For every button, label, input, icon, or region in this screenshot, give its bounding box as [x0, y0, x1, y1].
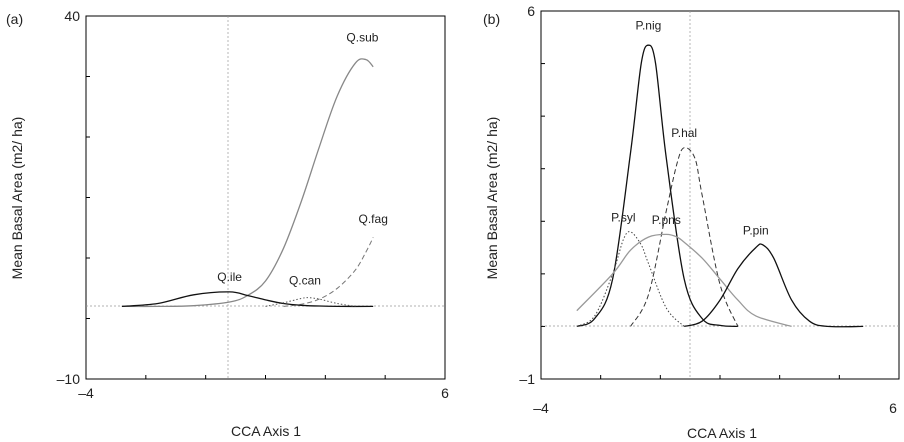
- series-label-q-fag: Q.fag: [359, 212, 388, 226]
- panel-b-y-axis-label: Mean Basal Area (m2/ ha): [484, 117, 500, 280]
- panel-a-series: [121, 58, 374, 308]
- panel-a-x-tick-left: –4: [78, 385, 94, 401]
- series-label-p-pin: P.pin: [743, 223, 769, 237]
- panel-b-ticks: [541, 63, 840, 379]
- panel-b-label: (b): [483, 11, 500, 27]
- series-label-p-pns: P.pns: [652, 213, 681, 227]
- panel-b-x-tick-left: –4: [533, 400, 549, 416]
- panel-a-x-axis-label: CCA Axis 1: [231, 423, 301, 439]
- series-line-q-can: [265, 297, 356, 307]
- panel-b-series: [576, 44, 864, 328]
- panel-a-x-tick-right: 6: [441, 385, 449, 401]
- series-line-q-fag: [283, 237, 374, 307]
- series-line-p-nig: [576, 44, 738, 328]
- series-line-q-sub: [121, 58, 374, 308]
- panel-b-y-tick-top: 6: [527, 3, 535, 19]
- series-line-p-pin: [684, 243, 864, 328]
- series-label-p-syl: P.syl: [611, 210, 635, 224]
- panel-a-plot-frame: [85, 15, 446, 380]
- series-label-q-can: Q.can: [289, 274, 321, 288]
- series-line-p-hal: [630, 147, 739, 327]
- series-line-q-ile: [121, 291, 374, 308]
- panel-b-plot-frame: [540, 10, 900, 380]
- series-label-p-hal: P.hal: [671, 126, 697, 140]
- panel-a-y-axis-label: Mean Basal Area (m2/ ha): [9, 117, 25, 280]
- series-label-q-ile: Q.ile: [217, 270, 242, 284]
- panel-a-y-tick-top: 40: [64, 8, 80, 24]
- panel-b-x-tick-right: 6: [889, 400, 897, 416]
- panel-b-annotations: P.nig P.hal P.syl P.pns P.pin: [611, 18, 769, 237]
- panel-b-y-tick-bottom: –1: [519, 371, 535, 387]
- panel-a-y-tick-bottom: –10: [57, 371, 81, 387]
- panel-a: (a) 40 –10 –4 6 CCA Axis 1 Mean Basal Ar…: [6, 8, 449, 439]
- panel-a-ticks: [86, 76, 386, 379]
- panel-b: (b) 6 –1 –4 6 CCA Axis 1 Mean Basal Area…: [483, 3, 900, 441]
- series-label-p-nig: P.nig: [635, 18, 661, 32]
- series-line-p-pns: [576, 233, 792, 328]
- panel-a-annotations: Q.sub Q.fag Q.ile Q.can: [217, 30, 388, 287]
- panel-b-x-axis-label: CCA Axis 1: [687, 425, 757, 441]
- panel-a-label: (a): [6, 11, 23, 27]
- series-line-p-syl: [576, 231, 685, 327]
- series-label-q-sub: Q.sub: [346, 30, 378, 44]
